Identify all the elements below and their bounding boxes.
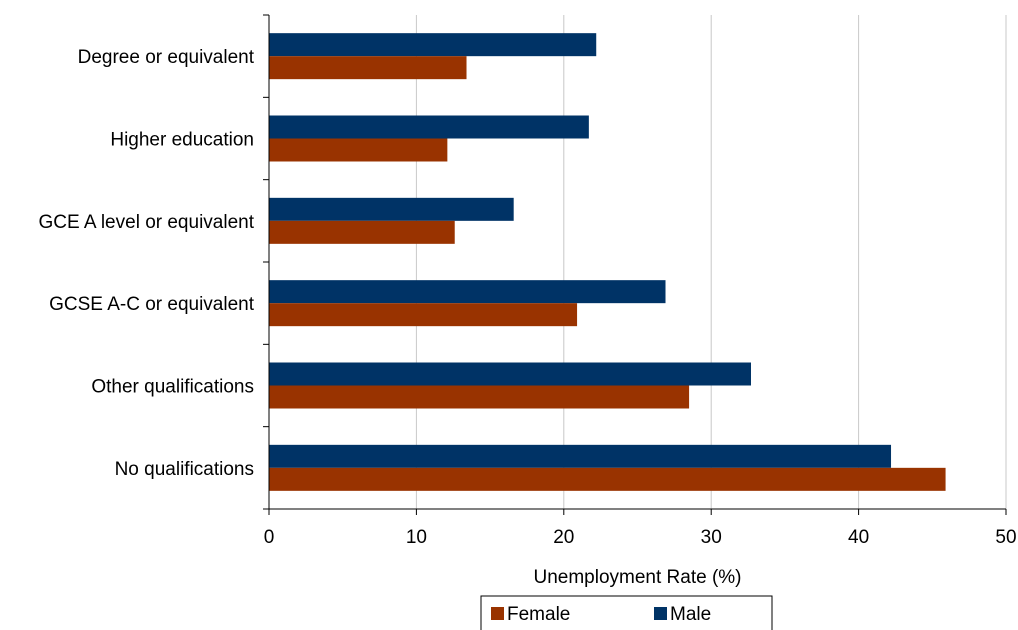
x-tick-label: 20 [553, 527, 574, 548]
bar-male [269, 444, 892, 468]
gridlines [415, 15, 1007, 509]
x-tick-label: 40 [848, 527, 869, 548]
category-labels: Degree or equivalent Higher education GCE … [39, 47, 255, 480]
x-axis-title: Unemployment Rate (%) [533, 567, 741, 588]
bar-male [269, 33, 597, 57]
x-tick-label: 0 [264, 527, 275, 548]
category-label: GCE A level or equivalent [39, 212, 255, 233]
category-label: No qualifications [115, 459, 254, 480]
legend-label-female: Female [507, 604, 570, 625]
legend: Female Male [480, 595, 773, 630]
category-label: Degree or equivalent [78, 47, 255, 68]
category-label: Other qualifications [91, 377, 254, 398]
bar-female [269, 220, 455, 244]
bar-male [269, 197, 514, 221]
x-ticks: 0 10 20 30 40 50 [263, 14, 1017, 548]
legend-swatch-male [654, 607, 667, 620]
legend-box [480, 595, 773, 630]
x-tick-label: 50 [995, 527, 1016, 548]
x-tick-label: 10 [406, 527, 427, 548]
legend-label-male: Male [670, 604, 711, 625]
bar-female [269, 467, 946, 491]
bar-male [269, 115, 589, 139]
legend-swatch-female [491, 607, 504, 620]
bar-male [269, 362, 751, 386]
bar-female [269, 138, 448, 162]
axes [268, 15, 1006, 510]
category-label: GCSE A-C or equivalent [49, 294, 255, 315]
bar-female [269, 303, 578, 327]
bar-male [269, 280, 666, 304]
bar-female [269, 385, 690, 409]
x-tick-label: 30 [701, 527, 722, 548]
bars [269, 33, 946, 491]
bar-female [269, 56, 467, 80]
category-label: Higher education [110, 130, 254, 151]
